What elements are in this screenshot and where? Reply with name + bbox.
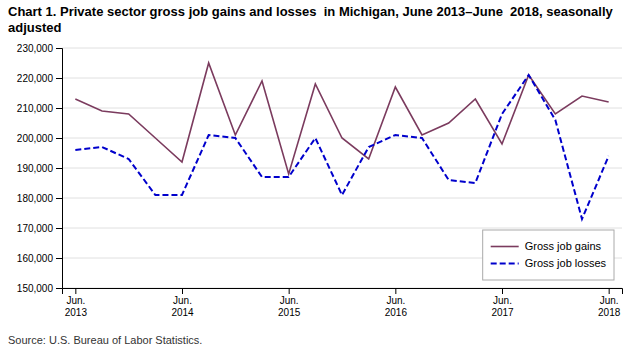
x-tick: Jun.2016 bbox=[385, 288, 408, 318]
x-tick: Jun.2014 bbox=[171, 288, 194, 318]
y-tick-label: 150,000 bbox=[17, 283, 54, 294]
x-tick-label: Jun.2015 bbox=[278, 295, 301, 318]
grid-line bbox=[62, 78, 622, 79]
x-tick-mark bbox=[289, 288, 290, 294]
y-tick-label: 230,000 bbox=[17, 43, 54, 54]
y-tick-mark bbox=[56, 138, 62, 139]
x-tick-label-line: 2015 bbox=[278, 307, 301, 318]
x-tick-label: Jun.2017 bbox=[491, 295, 514, 318]
legend-label: Gross job losses bbox=[525, 257, 607, 269]
x-tick-label-line: 2014 bbox=[171, 307, 194, 318]
x-tick-mark bbox=[182, 288, 183, 294]
x-tick-label-line: 2013 bbox=[65, 307, 88, 318]
y-tick: 170,000 bbox=[17, 223, 62, 234]
y-tick-mark bbox=[56, 288, 62, 289]
y-tick-label: 200,000 bbox=[17, 133, 54, 144]
legend-swatch bbox=[491, 246, 519, 248]
y-axis-line bbox=[56, 49, 63, 289]
x-tick-label: Jun.2018 bbox=[598, 295, 621, 318]
grid-line bbox=[62, 48, 622, 49]
x-tick-label: Jun.2016 bbox=[385, 295, 408, 318]
grid-line bbox=[62, 168, 622, 169]
title-line: adjusted bbox=[8, 20, 62, 35]
x-tick-label-line: 2018 bbox=[598, 307, 621, 318]
y-tick-mark bbox=[56, 198, 62, 199]
x-tick-label-line: 2016 bbox=[385, 307, 408, 318]
y-tick: 190,000 bbox=[17, 163, 62, 174]
x-tick-label-line: Jun. bbox=[386, 295, 405, 306]
series-line bbox=[75, 75, 608, 219]
y-tick-mark bbox=[56, 48, 62, 49]
grid-line bbox=[62, 108, 622, 109]
legend-swatch bbox=[491, 263, 519, 265]
y-tick: 200,000 bbox=[17, 133, 62, 144]
grid-line bbox=[62, 198, 622, 199]
x-tick-mark bbox=[609, 288, 610, 294]
x-tick-label-line: Jun. bbox=[280, 295, 299, 306]
chart: Chart 1. Private sector gross job gains … bbox=[0, 0, 642, 350]
y-tick: 150,000 bbox=[17, 283, 62, 294]
y-tick-label: 180,000 bbox=[17, 193, 54, 204]
y-tick-mark bbox=[56, 228, 62, 229]
x-tick-mark bbox=[502, 288, 503, 294]
x-tick-label: Jun.2014 bbox=[171, 295, 194, 318]
x-tick-label-line: Jun. bbox=[173, 295, 192, 306]
x-tick-label-line: Jun. bbox=[600, 295, 619, 306]
y-tick-label: 220,000 bbox=[17, 73, 54, 84]
x-tick-label-line: Jun. bbox=[66, 295, 85, 306]
y-tick: 220,000 bbox=[17, 73, 62, 84]
x-axis-line bbox=[63, 289, 623, 295]
title-line: Chart 1. Private sector gross job gains … bbox=[8, 4, 616, 19]
legend-frame bbox=[483, 230, 614, 280]
y-axis: 150,000 160,000 170,000 180,000 190,000 200,0… bbox=[17, 43, 63, 294]
legend-item: Gross job gains bbox=[491, 240, 602, 252]
x-axis: Jun.2013Jun.2014Jun.2015Jun.2016Jun.2017… bbox=[63, 288, 623, 318]
series-line bbox=[75, 63, 608, 174]
x-tick-mark bbox=[75, 288, 76, 294]
y-tick: 210,000 bbox=[17, 103, 62, 114]
title: Chart 1. Private sector gross job gains … bbox=[8, 4, 616, 35]
y-tick-mark bbox=[56, 258, 62, 259]
x-tick-mark bbox=[395, 288, 396, 294]
y-tick-label: 210,000 bbox=[17, 103, 54, 114]
legend-item: Gross job losses bbox=[491, 257, 607, 269]
x-tick: Jun.2017 bbox=[491, 288, 514, 318]
x-tick: Jun.2013 bbox=[65, 288, 88, 318]
x-tick-label-line: Jun. bbox=[493, 295, 512, 306]
y-tick: 230,000 bbox=[17, 43, 62, 54]
y-tick-label: 170,000 bbox=[17, 223, 54, 234]
x-tick-label-line: 2017 bbox=[491, 307, 514, 318]
y-tick-mark bbox=[56, 78, 62, 79]
x-tick-label: Jun.2013 bbox=[65, 295, 88, 318]
x-tick: Jun.2018 bbox=[598, 288, 621, 318]
x-tick: Jun.2015 bbox=[278, 288, 301, 318]
y-tick: 180,000 bbox=[17, 193, 62, 204]
legend-label: Gross job gains bbox=[525, 240, 602, 252]
series-group bbox=[75, 63, 608, 219]
y-tick-label: 190,000 bbox=[17, 163, 54, 174]
y-tick: 160,000 bbox=[17, 253, 62, 264]
legend: Gross job gains Gross job losses bbox=[483, 230, 614, 280]
grid bbox=[62, 48, 622, 288]
plot: 150,000 160,000 170,000 180,000 190,000 200,0… bbox=[17, 43, 623, 318]
annotation: Source: U.S. Bureau of Labor Statistics. bbox=[8, 334, 202, 346]
grid-line bbox=[62, 228, 622, 229]
y-tick-mark bbox=[56, 108, 62, 109]
y-tick-label: 160,000 bbox=[17, 253, 54, 264]
y-tick-mark bbox=[56, 168, 62, 169]
